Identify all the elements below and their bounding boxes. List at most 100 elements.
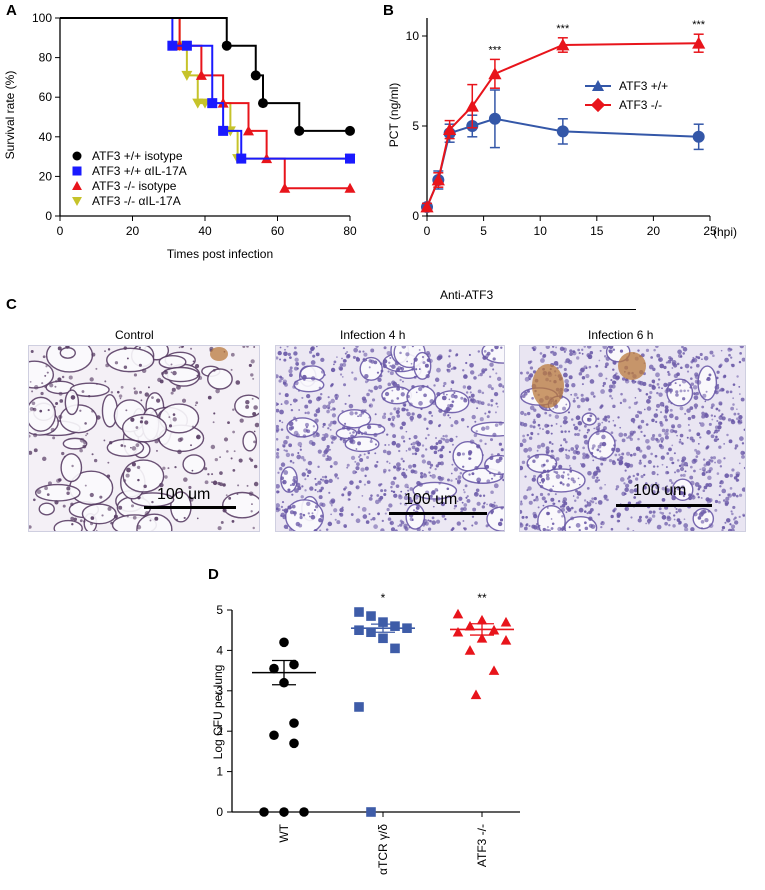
nucleus-dot: [692, 385, 698, 390]
nucleus-dot: [382, 397, 386, 401]
nucleus-dot: [399, 378, 402, 382]
b-series-point-1: [692, 36, 706, 49]
nucleus-dot: [147, 386, 150, 389]
nucleus-dot: [652, 433, 656, 438]
nucleus-dot: [618, 453, 621, 457]
nucleus-dot: [481, 391, 485, 395]
nucleus-dot: [280, 462, 286, 467]
nucleus-dot: [605, 362, 609, 367]
nucleus-dot: [547, 526, 549, 528]
nucleus-dot: [563, 350, 566, 353]
anti-atf3-bracket-line: [340, 309, 636, 310]
nucleus-dot: [689, 366, 693, 369]
nucleus-dot: [545, 476, 550, 481]
nucleus-dot: [456, 451, 462, 457]
nucleus-dot: [366, 379, 370, 382]
nucleus-dot: [302, 374, 307, 380]
nucleus-dot: [701, 411, 705, 416]
nucleus-dot: [314, 483, 318, 486]
nucleus-dot: [203, 467, 208, 471]
nucleus-dot: [521, 460, 526, 465]
nucleus-dot: [619, 455, 624, 461]
nucleus-dot: [669, 408, 673, 412]
nucleus-dot: [604, 365, 608, 369]
nucleus-dot: [659, 363, 665, 369]
nucleus-dot: [301, 361, 306, 366]
nucleus-dot: [461, 501, 464, 504]
nucleus-dot: [570, 506, 574, 510]
nucleus-dot: [587, 428, 590, 432]
nucleus-dot: [669, 413, 674, 419]
nucleus-dot: [689, 406, 694, 411]
nucleus-dot: [295, 399, 298, 402]
d-point-1: [354, 702, 364, 712]
nucleus-dot: [280, 476, 284, 481]
nucleus-dot: [681, 459, 685, 463]
nucleus-dot: [604, 415, 608, 419]
nucleus-dot: [589, 414, 593, 418]
nucleus-dot: [576, 396, 579, 399]
nucleus-dot: [591, 455, 594, 458]
nucleus-dot: [301, 396, 304, 399]
nucleus-dot: [52, 436, 56, 440]
nucleus-dot: [615, 488, 618, 491]
nucleus-dot: [283, 351, 288, 356]
nucleus-dot: [438, 355, 443, 360]
nucleus-dot: [230, 352, 235, 357]
nucleus-dot: [295, 419, 298, 422]
nucleus-dot: [373, 385, 379, 391]
nucleus-dot: [326, 409, 330, 414]
nucleus-dot: [404, 483, 409, 489]
nucleus-dot: [520, 410, 525, 416]
nucleus-dot: [211, 473, 214, 476]
nucleus-dot: [550, 449, 554, 453]
nucleus-dot: [624, 469, 627, 472]
nucleus-dot: [634, 396, 637, 399]
nucleus-dot: [339, 512, 344, 517]
nucleus-dot: [652, 465, 656, 468]
nucleus-dot: [586, 346, 592, 349]
nucleus-dot: [700, 497, 703, 499]
nucleus-dot: [547, 493, 550, 496]
nucleus-dot: [410, 469, 415, 474]
nucleus-dot: [174, 466, 177, 469]
nucleus-dot: [314, 477, 317, 480]
nucleus-dot: [442, 435, 445, 438]
nucleus-dot: [414, 452, 418, 456]
nucleus-dot: [738, 462, 741, 465]
nucleus-dot: [545, 346, 550, 350]
nucleus-dot: [280, 428, 284, 431]
nucleus-dot: [578, 528, 581, 531]
nucleus-dot: [305, 429, 309, 432]
nucleus-dot: [485, 464, 490, 469]
nucleus-dot: [327, 427, 330, 430]
b-series-point-0: [692, 130, 705, 143]
nucleus-dot: [585, 373, 590, 379]
nucleus-dot: [330, 441, 334, 444]
nucleus-dot: [479, 494, 482, 498]
nucleus-dot: [450, 479, 453, 482]
nucleus-dot: [631, 379, 636, 384]
d-point-0: [269, 663, 279, 674]
nucleus-dot: [558, 447, 564, 453]
nucleus-dot: [502, 385, 504, 389]
d-point-1: [378, 617, 388, 627]
nucleus-dot: [231, 519, 235, 523]
nucleus-dot: [493, 483, 499, 489]
nucleus-dot: [196, 374, 199, 377]
nucleus-dot: [482, 454, 484, 456]
nucleus-dot: [523, 495, 528, 500]
nucleus-dot: [42, 355, 46, 359]
nucleus-dot: [522, 434, 525, 438]
nucleus-dot: [290, 506, 293, 509]
nucleus-dot: [648, 517, 653, 522]
nucleus-dot: [671, 362, 676, 366]
nucleus-dot: [53, 405, 56, 408]
nucleus-dot: [248, 491, 254, 497]
nucleus-dot: [285, 435, 290, 440]
nucleus-dot: [401, 370, 404, 373]
nucleus-dot: [29, 525, 32, 529]
nucleus-dot: [368, 366, 371, 369]
nucleus-dot: [469, 391, 472, 394]
nucleus-dot: [574, 433, 577, 436]
